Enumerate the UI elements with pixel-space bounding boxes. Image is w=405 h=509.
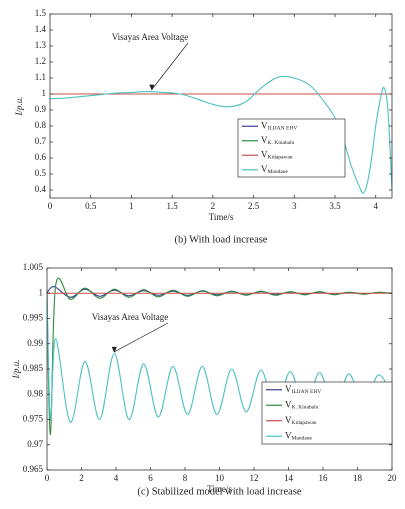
legend-label: VMandaue (285, 430, 313, 441)
legend-label: VK. Kinabalu (261, 135, 295, 146)
x-tick-label: 6 (148, 473, 153, 483)
x-tick-label: 2 (79, 473, 84, 483)
caption: (c) Stabilized model with load increase (137, 486, 301, 497)
y-tick-label: 0.7 (35, 136, 47, 146)
legend-label: VKidapawan (285, 415, 317, 426)
x-tick-label: 20 (388, 473, 398, 483)
legend-label: VK. Kinabalu (285, 399, 319, 410)
y-tick-label: 0.97 (27, 439, 43, 449)
arrow-head (111, 346, 117, 353)
x-axis-label: Time/s (207, 484, 232, 494)
x-tick-label: 16 (319, 473, 329, 483)
legend-name: ILIJAN EHV (292, 389, 322, 395)
legend-name: K. Kinabalu (292, 405, 319, 411)
x-tick-label: 1 (129, 201, 134, 211)
x-tick-label: 4 (373, 201, 378, 211)
y-tick-label: 1.3 (35, 40, 47, 50)
y-tick-label: 0.985 (23, 363, 44, 373)
x-tick-label: 3 (292, 201, 297, 211)
y-tick-label: 1.005 (23, 262, 44, 272)
x-tick-label: 4 (114, 473, 119, 483)
y-tick-label: 0.5 (35, 168, 47, 178)
legend-name: Kidapawan (292, 420, 317, 426)
x-tick-label: 8 (183, 473, 188, 483)
x-tick-label: 0 (45, 473, 50, 483)
series-line (50, 75, 392, 194)
x-tick-label: 3.5 (329, 201, 341, 211)
y-tick-label: 1 (39, 287, 44, 297)
x-tick-label: 14 (284, 473, 294, 483)
legend-prefix: V (285, 399, 292, 409)
legend-name: Mandaue (292, 436, 313, 442)
y-tick-label: 0.9 (35, 104, 47, 114)
y-axis-label: I/p.u. (11, 360, 21, 380)
y-axis-label: I/p.u. (14, 97, 24, 117)
legend-box (237, 118, 346, 178)
x-tick-label: 2.5 (248, 201, 260, 211)
legend-prefix: V (285, 415, 292, 425)
legend-prefix: V (261, 149, 268, 159)
annotation: Visayas Area Voltage (112, 32, 189, 42)
x-axis-label: Time/s (209, 212, 234, 222)
annotation-arrow (151, 42, 189, 90)
legend-name: Kidapawan (268, 155, 293, 161)
x-tick-label: 2 (211, 201, 216, 211)
x-tick-label: 0.5 (85, 201, 97, 211)
x-tick-label: 12 (250, 473, 259, 483)
legend-label: VKidapawan (261, 149, 293, 160)
legend-prefix: V (261, 164, 268, 174)
annotation-arrow (114, 322, 169, 353)
y-tick-label: 0.4 (35, 184, 47, 194)
legend-label: VILIJAN EHV (261, 120, 297, 131)
legend-box (261, 381, 393, 445)
y-tick-label: 1.5 (35, 8, 47, 18)
legend-prefix: V (261, 135, 268, 145)
legend-prefix: V (285, 430, 292, 440)
plot-frame (49, 13, 393, 199)
caption: (b) With load increase (175, 234, 268, 245)
y-tick-label: 0.995 (23, 313, 44, 323)
x-tick-label: 10 (215, 473, 225, 483)
series-line (47, 277, 392, 436)
y-tick-label: 1.1 (35, 72, 46, 82)
arrow-head (149, 84, 155, 91)
legend-prefix: V (261, 120, 268, 130)
legend-label: VMandaue (261, 164, 289, 175)
x-tick-label: 1.5 (167, 201, 179, 211)
x-tick-label: 18 (353, 473, 363, 483)
x-tick-label: 0 (48, 201, 53, 211)
y-tick-label: 0.8 (35, 120, 47, 130)
y-tick-label: 1 (42, 88, 47, 98)
y-tick-label: 0.98 (27, 388, 43, 398)
y-tick-label: 1.4 (35, 24, 47, 34)
y-tick-label: 0.965 (23, 464, 44, 474)
y-tick-label: 0.6 (35, 152, 47, 162)
annotation: Visayas Area Voltage (92, 312, 169, 322)
legend-name: Mandaue (268, 169, 289, 175)
legend-name: K. Kinabalu (268, 140, 295, 146)
y-tick-label: 1.2 (35, 56, 46, 66)
legend-label: VILIJAN EHV (285, 384, 321, 395)
legend-name: ILIJAN EHV (268, 126, 298, 132)
legend-prefix: V (285, 384, 292, 394)
y-tick-label: 0.975 (23, 414, 44, 424)
y-tick-label: 0.99 (27, 338, 43, 348)
